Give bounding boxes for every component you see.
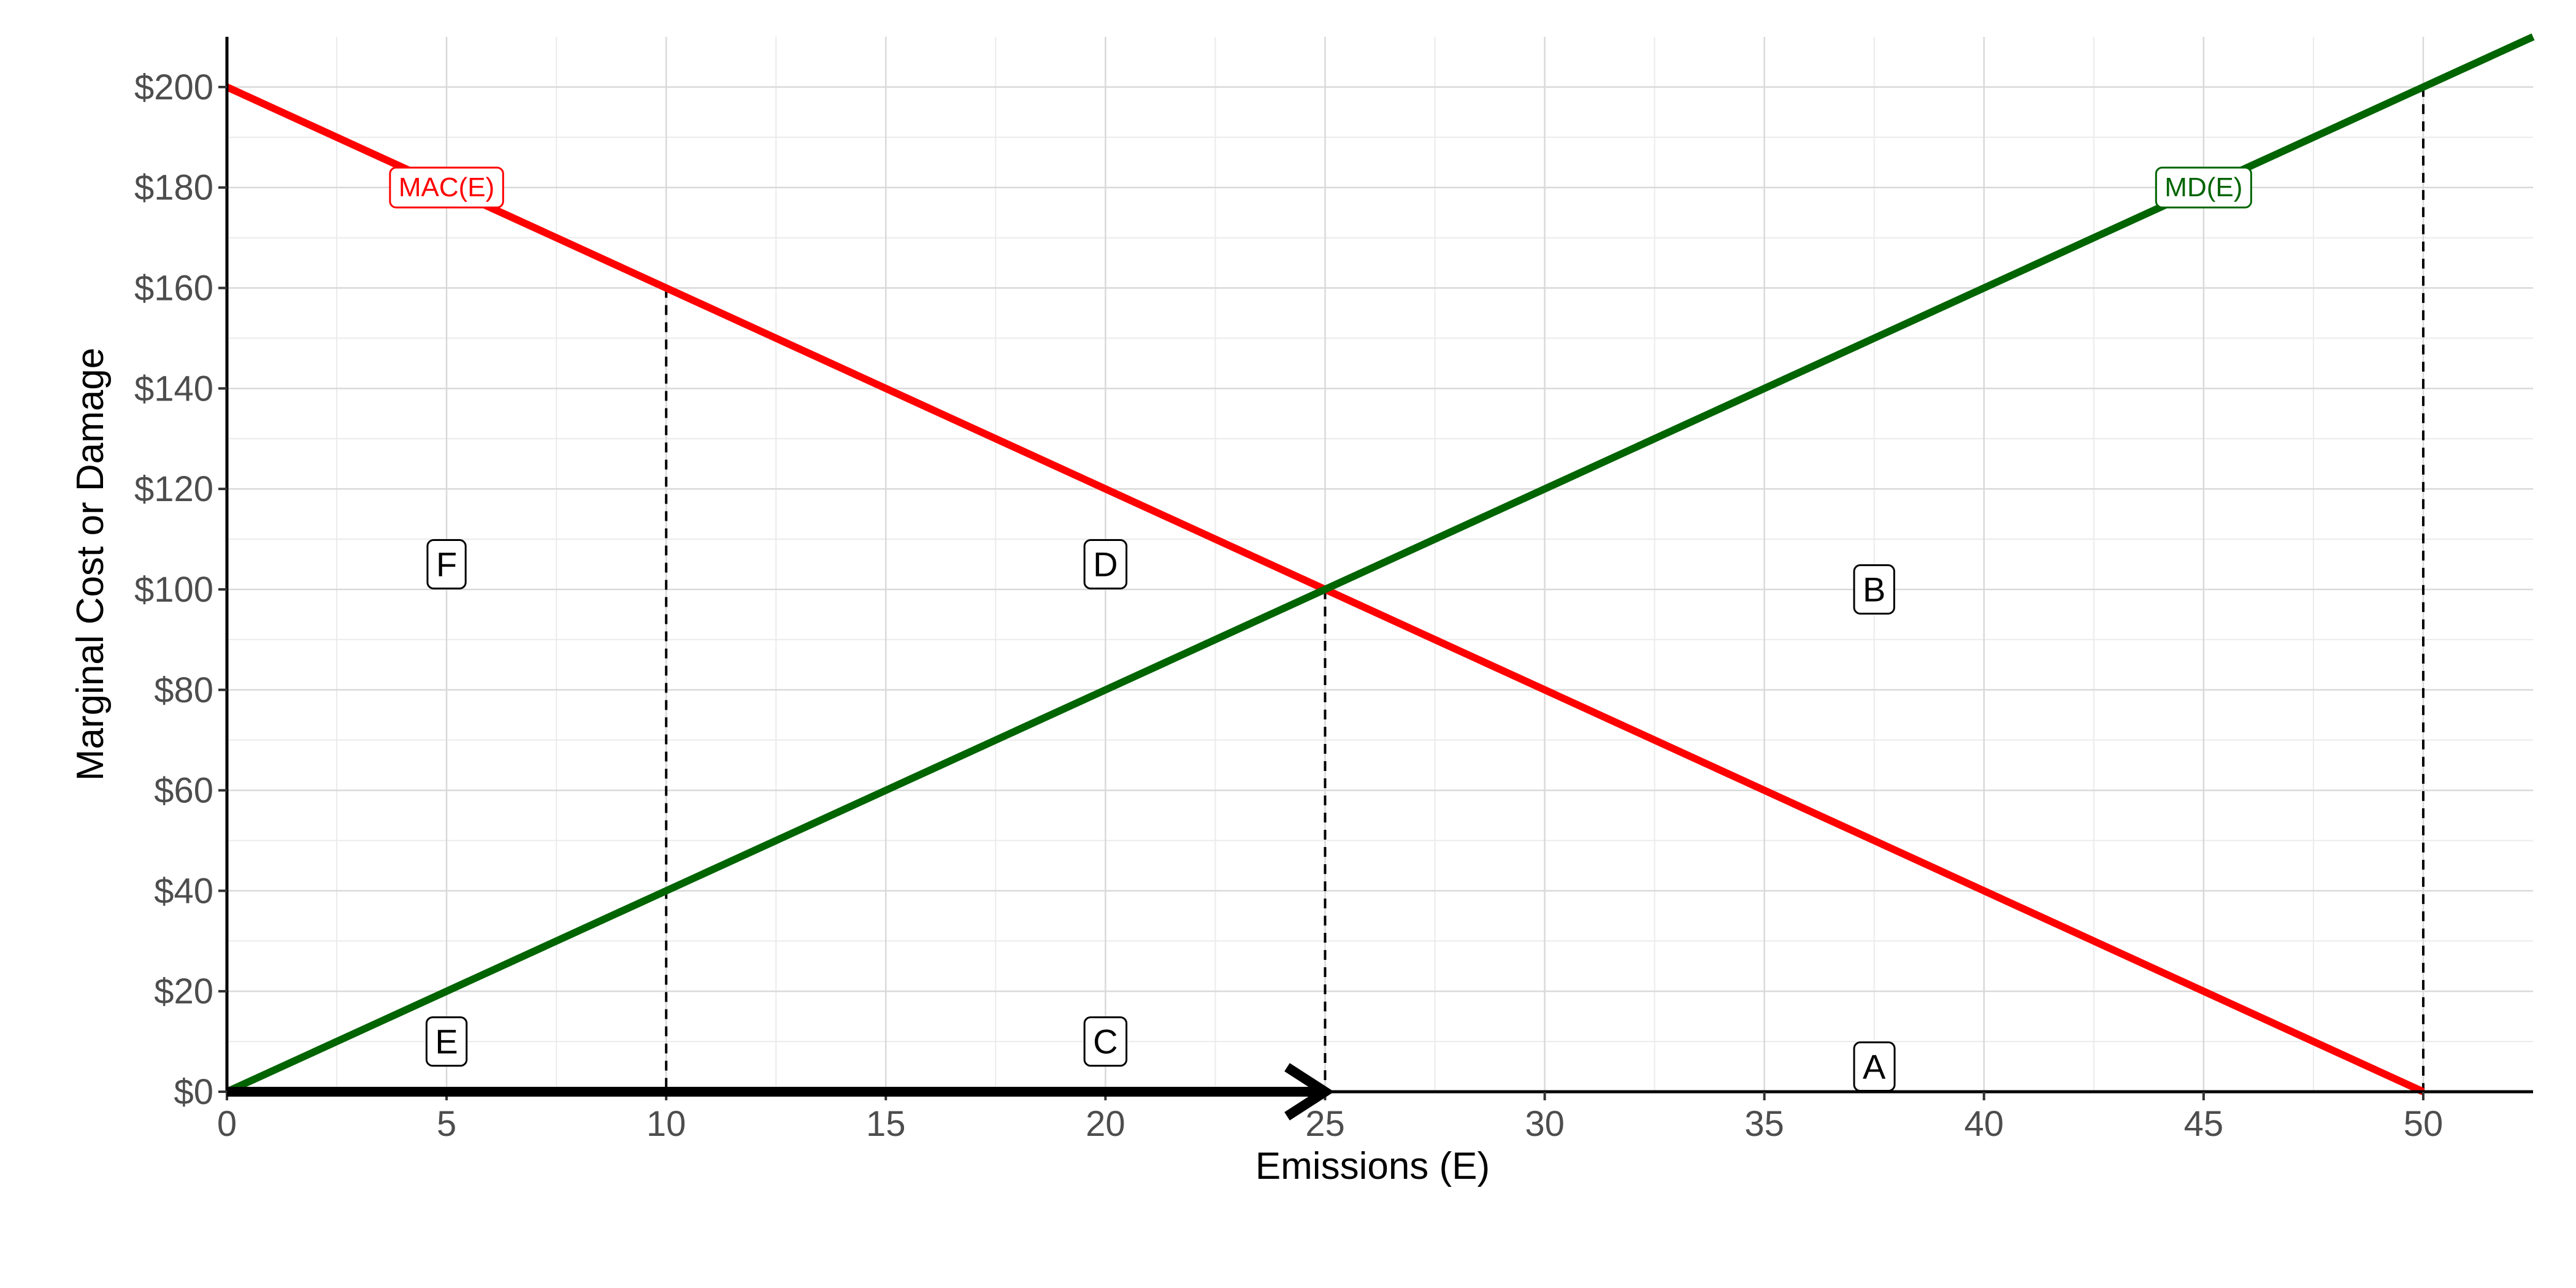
series-lines — [225, 33, 2535, 1095]
region-label-e: E — [425, 1016, 468, 1067]
region-label-c-text: C — [1093, 1022, 1117, 1061]
region-label-c-box — [1083, 1016, 1128, 1067]
y-tick-label: $40 — [154, 871, 213, 911]
x-tick-label: 0 — [217, 1104, 237, 1144]
x-tick-label: 40 — [1965, 1104, 2004, 1144]
y-tick-label: $80 — [154, 670, 213, 710]
series-line-mde — [225, 33, 2535, 1095]
x-tick-label: 5 — [437, 1104, 456, 1144]
x-tick-label: 15 — [866, 1104, 906, 1144]
region-label-f-text: F — [436, 545, 457, 584]
region-label-b-box — [1853, 564, 1895, 615]
region-label-b-text: B — [1863, 570, 1885, 608]
region-label-d-box — [1083, 539, 1128, 589]
x-tick-label: 30 — [1525, 1104, 1565, 1144]
x-tick-label: 45 — [2184, 1104, 2224, 1144]
x-tick-label: 35 — [1744, 1104, 1784, 1144]
region-label-f: F — [426, 539, 467, 589]
dashed-reference-lines — [665, 86, 2425, 1092]
x-tick-label: 10 — [646, 1104, 686, 1144]
region-label-a-box — [1853, 1041, 1896, 1092]
x-tick-label: 20 — [1086, 1104, 1125, 1144]
y-tick-label: $140 — [134, 369, 213, 408]
y-tick-label: $120 — [134, 469, 213, 509]
y-axis-title: Marginal Cost or Damage — [69, 348, 112, 781]
annotation-labels: MAC(E) MD(E) A B C D E F — [389, 166, 2252, 1092]
region-label-a: A — [1853, 1041, 1896, 1092]
axes: 0 5 10 15 20 25 30 35 40 45 50 $0 $20 $40 $60 $80 $100 $1… — [134, 37, 2533, 1144]
region-label-a-text: A — [1863, 1048, 1886, 1086]
region-label-c: C — [1083, 1016, 1128, 1067]
y-tick-label: $160 — [134, 269, 213, 309]
series-label-mde-box — [2155, 166, 2252, 209]
x-axis-title: Emissions (E) — [1255, 1145, 1490, 1187]
region-label-b: B — [1853, 564, 1895, 615]
y-tick-label: $60 — [154, 771, 213, 811]
series-label-mace: MAC(E) — [389, 166, 504, 209]
y-tick-label: $0 — [174, 1072, 213, 1112]
region-label-e-text: E — [435, 1022, 458, 1061]
series-label-mace-box — [389, 166, 504, 209]
series-label-mde: MD(E) — [2155, 166, 2252, 209]
y-tick-label: $180 — [134, 168, 213, 208]
region-label-d: D — [1083, 539, 1128, 589]
region-label-f-box — [426, 539, 467, 589]
series-label-mace-text: MAC(E) — [399, 172, 494, 202]
series-label-mde-text: MD(E) — [2164, 172, 2242, 202]
x-tick-label: 25 — [1305, 1104, 1345, 1144]
region-label-d-text: D — [1093, 545, 1117, 584]
y-tick-label: $200 — [134, 67, 213, 107]
x-tick-label: 50 — [2404, 1104, 2444, 1144]
y-tick-label: $20 — [154, 972, 213, 1011]
region-label-e-box — [425, 1016, 468, 1067]
y-tick-label: $100 — [134, 570, 213, 610]
arrow-head — [1284, 1063, 1335, 1121]
emissions-arrow — [227, 1063, 1335, 1121]
